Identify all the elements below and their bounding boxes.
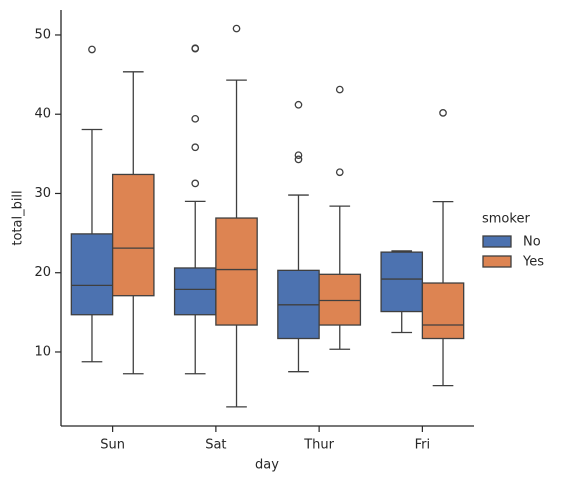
box: [173, 267, 217, 316]
x-tick-label: Sat: [205, 438, 226, 453]
flier: [335, 168, 344, 177]
x-tick-label: Thur: [303, 438, 334, 453]
legend-swatch: [482, 255, 512, 268]
y-tick-label: 30: [34, 186, 51, 201]
x-tick-label: Fri: [415, 438, 431, 453]
legend-swatch: [482, 235, 512, 248]
flier: [439, 109, 447, 117]
legend-title: smoker: [482, 212, 530, 227]
box: [70, 233, 114, 316]
box: [215, 217, 258, 326]
legend-label: No: [523, 235, 541, 250]
flier: [335, 85, 344, 94]
y-tick-label: 20: [34, 265, 51, 280]
flier: [294, 151, 303, 160]
y-tick-label: 50: [34, 27, 51, 42]
y-axis-label: total_bill: [11, 190, 26, 245]
x-axis-label: day: [255, 458, 279, 473]
flier: [88, 45, 96, 54]
flier: [191, 44, 200, 53]
flier: [191, 179, 200, 188]
legend-label: Yes: [522, 255, 544, 270]
y-tick-label: 10: [34, 344, 51, 359]
flier: [191, 114, 200, 123]
box: [380, 251, 424, 313]
flier: [294, 100, 303, 109]
box: [318, 273, 362, 326]
flier: [232, 24, 241, 33]
x-tick-label: Sun: [100, 438, 125, 453]
y-tick-label: 40: [34, 107, 51, 122]
flier: [191, 143, 200, 152]
box: [111, 173, 155, 297]
box: [421, 282, 465, 340]
flier: [294, 155, 303, 164]
